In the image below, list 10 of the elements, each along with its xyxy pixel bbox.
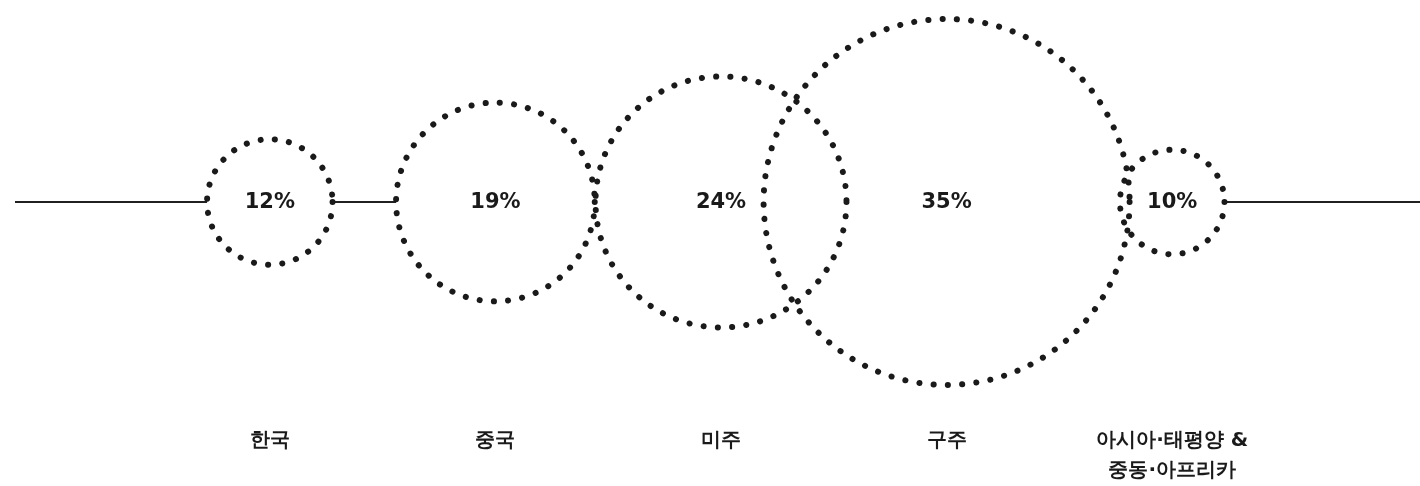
data-label: 19% bbox=[470, 189, 521, 213]
category-label: 중국 bbox=[475, 427, 516, 451]
category-label: 아시아·태평양 & 중동·아프리카 bbox=[1096, 427, 1249, 481]
data-label: 10% bbox=[1147, 189, 1198, 213]
data-label: 12% bbox=[244, 189, 295, 213]
data-label: 35% bbox=[921, 189, 972, 213]
category-label: 구주 bbox=[926, 427, 967, 451]
category-label: 한국 bbox=[249, 427, 290, 451]
category-label: 미주 bbox=[701, 427, 741, 451]
data-label: 24% bbox=[695, 189, 747, 213]
